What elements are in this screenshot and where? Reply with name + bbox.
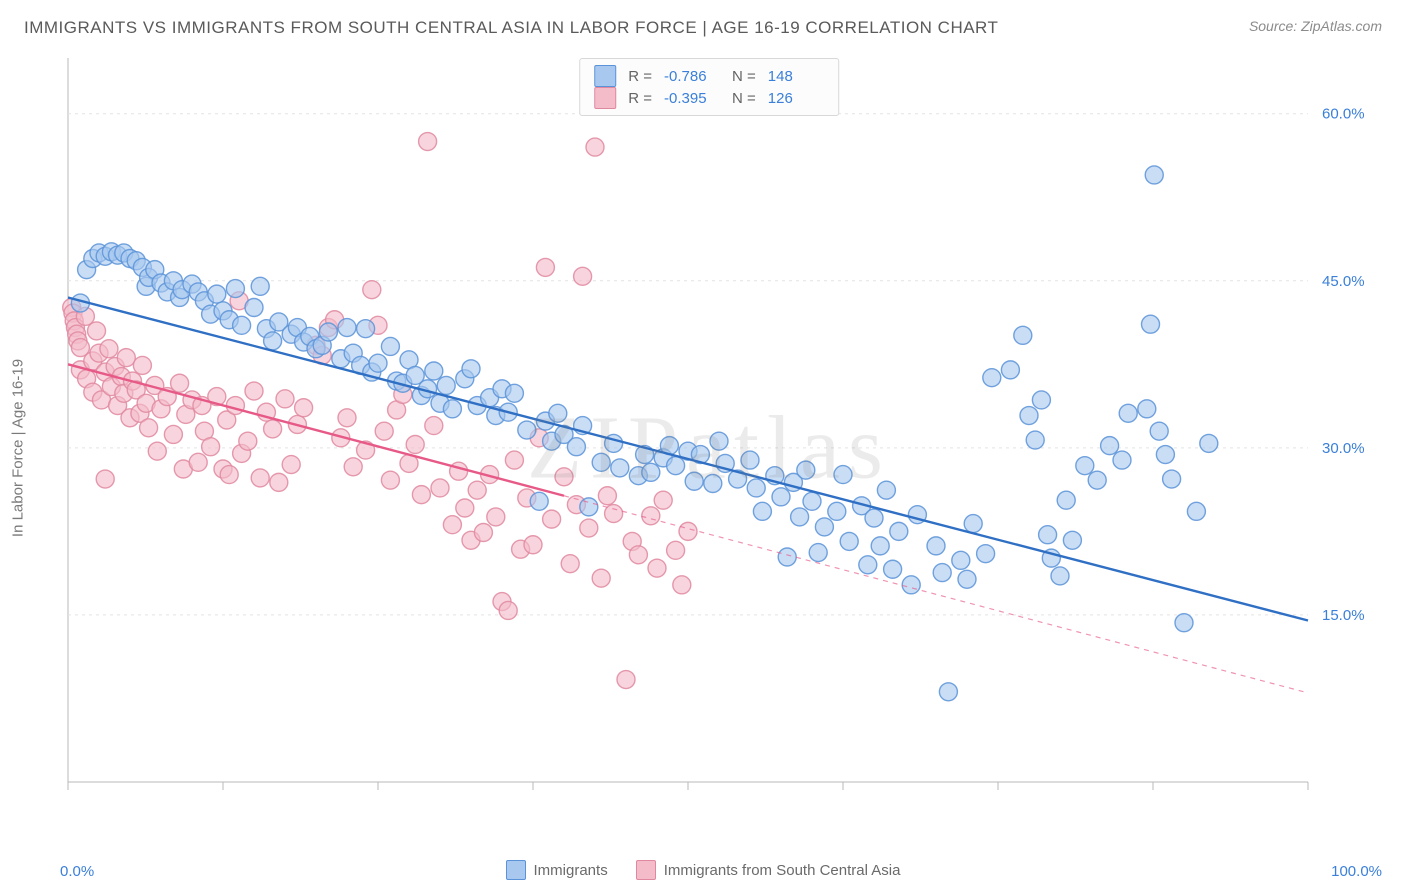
legend-item-2: Immigrants from South Central Asia — [636, 860, 901, 880]
legend-row-1: R = -0.786 N = 148 — [594, 65, 824, 87]
legend-swatch-blue — [506, 860, 526, 880]
svg-text:30.0%: 30.0% — [1322, 440, 1365, 457]
svg-text:60.0%: 60.0% — [1322, 106, 1365, 123]
legend-label: Immigrants from South Central Asia — [664, 862, 901, 879]
n-value: 148 — [768, 68, 824, 85]
r-label: R = — [628, 68, 652, 85]
legend-label: Immigrants — [534, 862, 608, 879]
n-value: 126 — [768, 90, 824, 107]
legend-item-1: Immigrants — [506, 860, 608, 880]
chart-area: In Labor Force | Age 16-19 15.0%30.0%45.… — [32, 54, 1386, 842]
legend-swatch-pink — [636, 860, 656, 880]
correlation-legend: R = -0.786 N = 148 R = -0.395 N = 126 — [579, 58, 839, 116]
legend-swatch-blue — [594, 65, 616, 87]
r-label: R = — [628, 90, 652, 107]
scatter-plot: 15.0% 30.0% 45.0% 60.0% — [60, 54, 1376, 822]
legend-swatch-pink — [594, 87, 616, 109]
source-attribution: Source: ZipAtlas.com — [1249, 18, 1382, 34]
n-label: N = — [732, 90, 756, 107]
svg-text:15.0%: 15.0% — [1322, 607, 1365, 624]
n-label: N = — [732, 68, 756, 85]
series-legend: Immigrants Immigrants from South Central… — [0, 860, 1406, 880]
r-value: -0.395 — [664, 90, 720, 107]
chart-title: IMMIGRANTS VS IMMIGRANTS FROM SOUTH CENT… — [24, 18, 998, 38]
legend-row-2: R = -0.395 N = 126 — [594, 87, 824, 109]
svg-text:45.0%: 45.0% — [1322, 273, 1365, 290]
y-axis-label: In Labor Force | Age 16-19 — [10, 359, 27, 537]
r-value: -0.786 — [664, 68, 720, 85]
